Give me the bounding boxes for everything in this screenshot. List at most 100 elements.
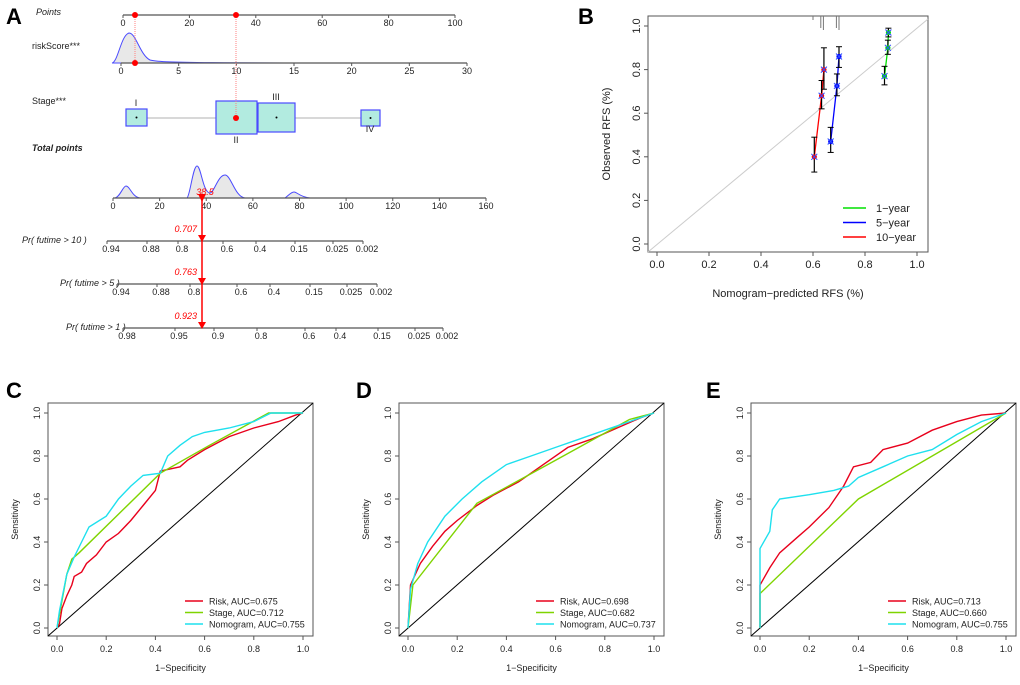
- roc-d-legend-label: Nomogram, AUC=0.737: [560, 620, 656, 630]
- roc-e-x-tick-label: 0.4: [852, 644, 865, 654]
- roc-e-diagonal: [750, 402, 1017, 637]
- roc-d-y-tick-label: 0.0: [383, 622, 393, 635]
- riskscore-label: riskScore***: [32, 41, 81, 51]
- roc-d-legend-label: Risk, AUC=0.698: [560, 597, 629, 607]
- panel-label: D: [356, 378, 372, 403]
- roc-e-x-tick-label: 0.0: [754, 644, 767, 654]
- roc-e-y-tick-label: 0.2: [735, 579, 745, 592]
- roc-e-curve: [759, 412, 1007, 628]
- total-points-tick-label: 100: [339, 201, 354, 211]
- pr5-tick-label: 0.8: [188, 287, 201, 297]
- pr10-tick-label: 0.15: [290, 244, 308, 254]
- roc-c-diagonal: [47, 402, 314, 637]
- stage-box-dot: [135, 116, 138, 119]
- total-points-tick-label: 20: [155, 201, 165, 211]
- total-points-tick-label: 80: [294, 201, 304, 211]
- calib-x-axis-title: Nomogram−predicted RFS (%): [712, 288, 863, 300]
- roc-d-diagonal: [398, 402, 665, 637]
- calib-x-tick-label: 0.2: [701, 259, 716, 271]
- points-tick-label: 100: [447, 18, 462, 28]
- roc-d-x-tick-label: 0.6: [549, 644, 562, 654]
- roc-c-x-tick-label: 1.0: [297, 644, 310, 654]
- roc-c-y-tick-label: 0.8: [32, 450, 42, 463]
- calib-y-tick-label: 0.8: [631, 62, 643, 77]
- roc-d-x-tick-label: 1.0: [648, 644, 661, 654]
- roc-e-y-axis-title: Sensitivity: [713, 499, 723, 540]
- selected-point-marker: [233, 12, 239, 18]
- panel-label: C: [6, 378, 22, 403]
- calib-x-tick-label: 0.8: [857, 259, 872, 271]
- pr10-tick-label: 0.88: [142, 244, 160, 254]
- calib-cross-marker: [820, 66, 828, 73]
- selected-point-marker: [132, 60, 138, 66]
- points-tick-label: 0: [120, 18, 125, 28]
- pr1-tick-label: 0.8: [255, 331, 268, 341]
- pr1-tick-label: 0.002: [436, 331, 459, 341]
- points-tick-label: 20: [184, 18, 194, 28]
- pr10-label: Pr( futime > 10 ): [22, 235, 87, 245]
- roc-c-legend-label: Stage, AUC=0.712: [209, 608, 284, 618]
- roc-e-x-tick-label: 1.0: [1000, 644, 1013, 654]
- roc-e-plot-box: [750, 402, 1017, 637]
- roc-d-y-axis-title: Sensitivity: [361, 499, 371, 540]
- panel-label: B: [578, 4, 594, 29]
- roc-c-curve: [56, 412, 303, 629]
- roc-e-x-tick-label: 0.2: [803, 644, 816, 654]
- pr1-tick-label: 0.025: [408, 331, 431, 341]
- calib-x-tick-label: 1.0: [909, 259, 924, 271]
- stage-box-dot: [275, 116, 278, 119]
- roc-d-x-tick-label: 0.0: [402, 644, 415, 654]
- calib-series-line: [813, 69, 825, 157]
- roc-c-legend-label: Nomogram, AUC=0.755: [209, 620, 305, 630]
- total-points-tick-label: 60: [248, 201, 258, 211]
- calib-x-tick-label: 0.4: [753, 259, 768, 271]
- points-tick-label: 80: [384, 18, 394, 28]
- pr10-tick-label: 0.025: [326, 244, 349, 254]
- roc-c-x-tick-label: 0.6: [198, 644, 211, 654]
- roc-e-x-axis-title: 1−Specificity: [858, 663, 909, 673]
- roc-e-curve: [759, 412, 1007, 628]
- calib-cross-marker: [884, 44, 892, 52]
- points-tick-label: 60: [317, 18, 327, 28]
- calib-legend-label: 10−year: [876, 232, 916, 244]
- pr1-tick-label: 0.15: [373, 331, 391, 341]
- pr5-tick-label: 0.025: [340, 287, 363, 297]
- roc-e-y-tick-label: 0.4: [735, 536, 745, 549]
- calib-y-tick-label: 0.4: [631, 149, 643, 164]
- points-label: Points: [36, 7, 62, 17]
- calib-y-axis-title: Observed RFS (%): [601, 88, 613, 181]
- total-point-marker: [198, 194, 206, 202]
- roc-e-x-tick-label: 0.8: [951, 644, 964, 654]
- roc-e-y-tick-label: 0.0: [735, 622, 745, 635]
- roc-d-curve: [407, 412, 655, 629]
- roc-e-y-tick-label: 0.6: [735, 493, 745, 506]
- total-points-tick-label: 160: [478, 201, 493, 211]
- pr1-tick-label: 0.9: [212, 331, 225, 341]
- riskscore-tick-label: 0: [118, 66, 123, 76]
- pr5-marker: [198, 278, 206, 285]
- calib-y-tick-label: 1.0: [631, 18, 643, 33]
- roc-c-y-tick-label: 0.6: [32, 493, 42, 506]
- pr1-tick-label: 0.6: [303, 331, 316, 341]
- calib-cross-marker: [835, 53, 843, 60]
- roc-c-legend-label: Risk, AUC=0.675: [209, 597, 278, 607]
- calib-y-tick-label: 0.2: [631, 193, 643, 208]
- calib-reference-line: [647, 18, 929, 253]
- roc-d-x-axis-title: 1−Specificity: [506, 663, 557, 673]
- roc-c-y-tick-label: 1.0: [32, 407, 42, 420]
- roc-e-legend-label: Risk, AUC=0.713: [912, 597, 981, 607]
- roc-c-y-tick-label: 0.0: [32, 622, 42, 635]
- pr1-marker: [198, 322, 206, 329]
- roc-c-x-tick-label: 0.8: [248, 644, 261, 654]
- calib-cross-marker: [827, 138, 835, 145]
- roc-d-y-tick-label: 0.4: [383, 536, 393, 549]
- pr10-tick-label: 0.4: [254, 244, 267, 254]
- pr5-tick-label: 0.6: [235, 287, 248, 297]
- roc-d-x-tick-label: 0.4: [500, 644, 513, 654]
- calib-legend-label: 5−year: [876, 218, 910, 230]
- total-points-tick-label: 40: [201, 201, 211, 211]
- riskscore-tick-label: 20: [347, 66, 357, 76]
- stage-level-label: II: [233, 135, 238, 145]
- calib-cross-marker: [810, 153, 818, 161]
- pr10-tick-label: 0.6: [221, 244, 234, 254]
